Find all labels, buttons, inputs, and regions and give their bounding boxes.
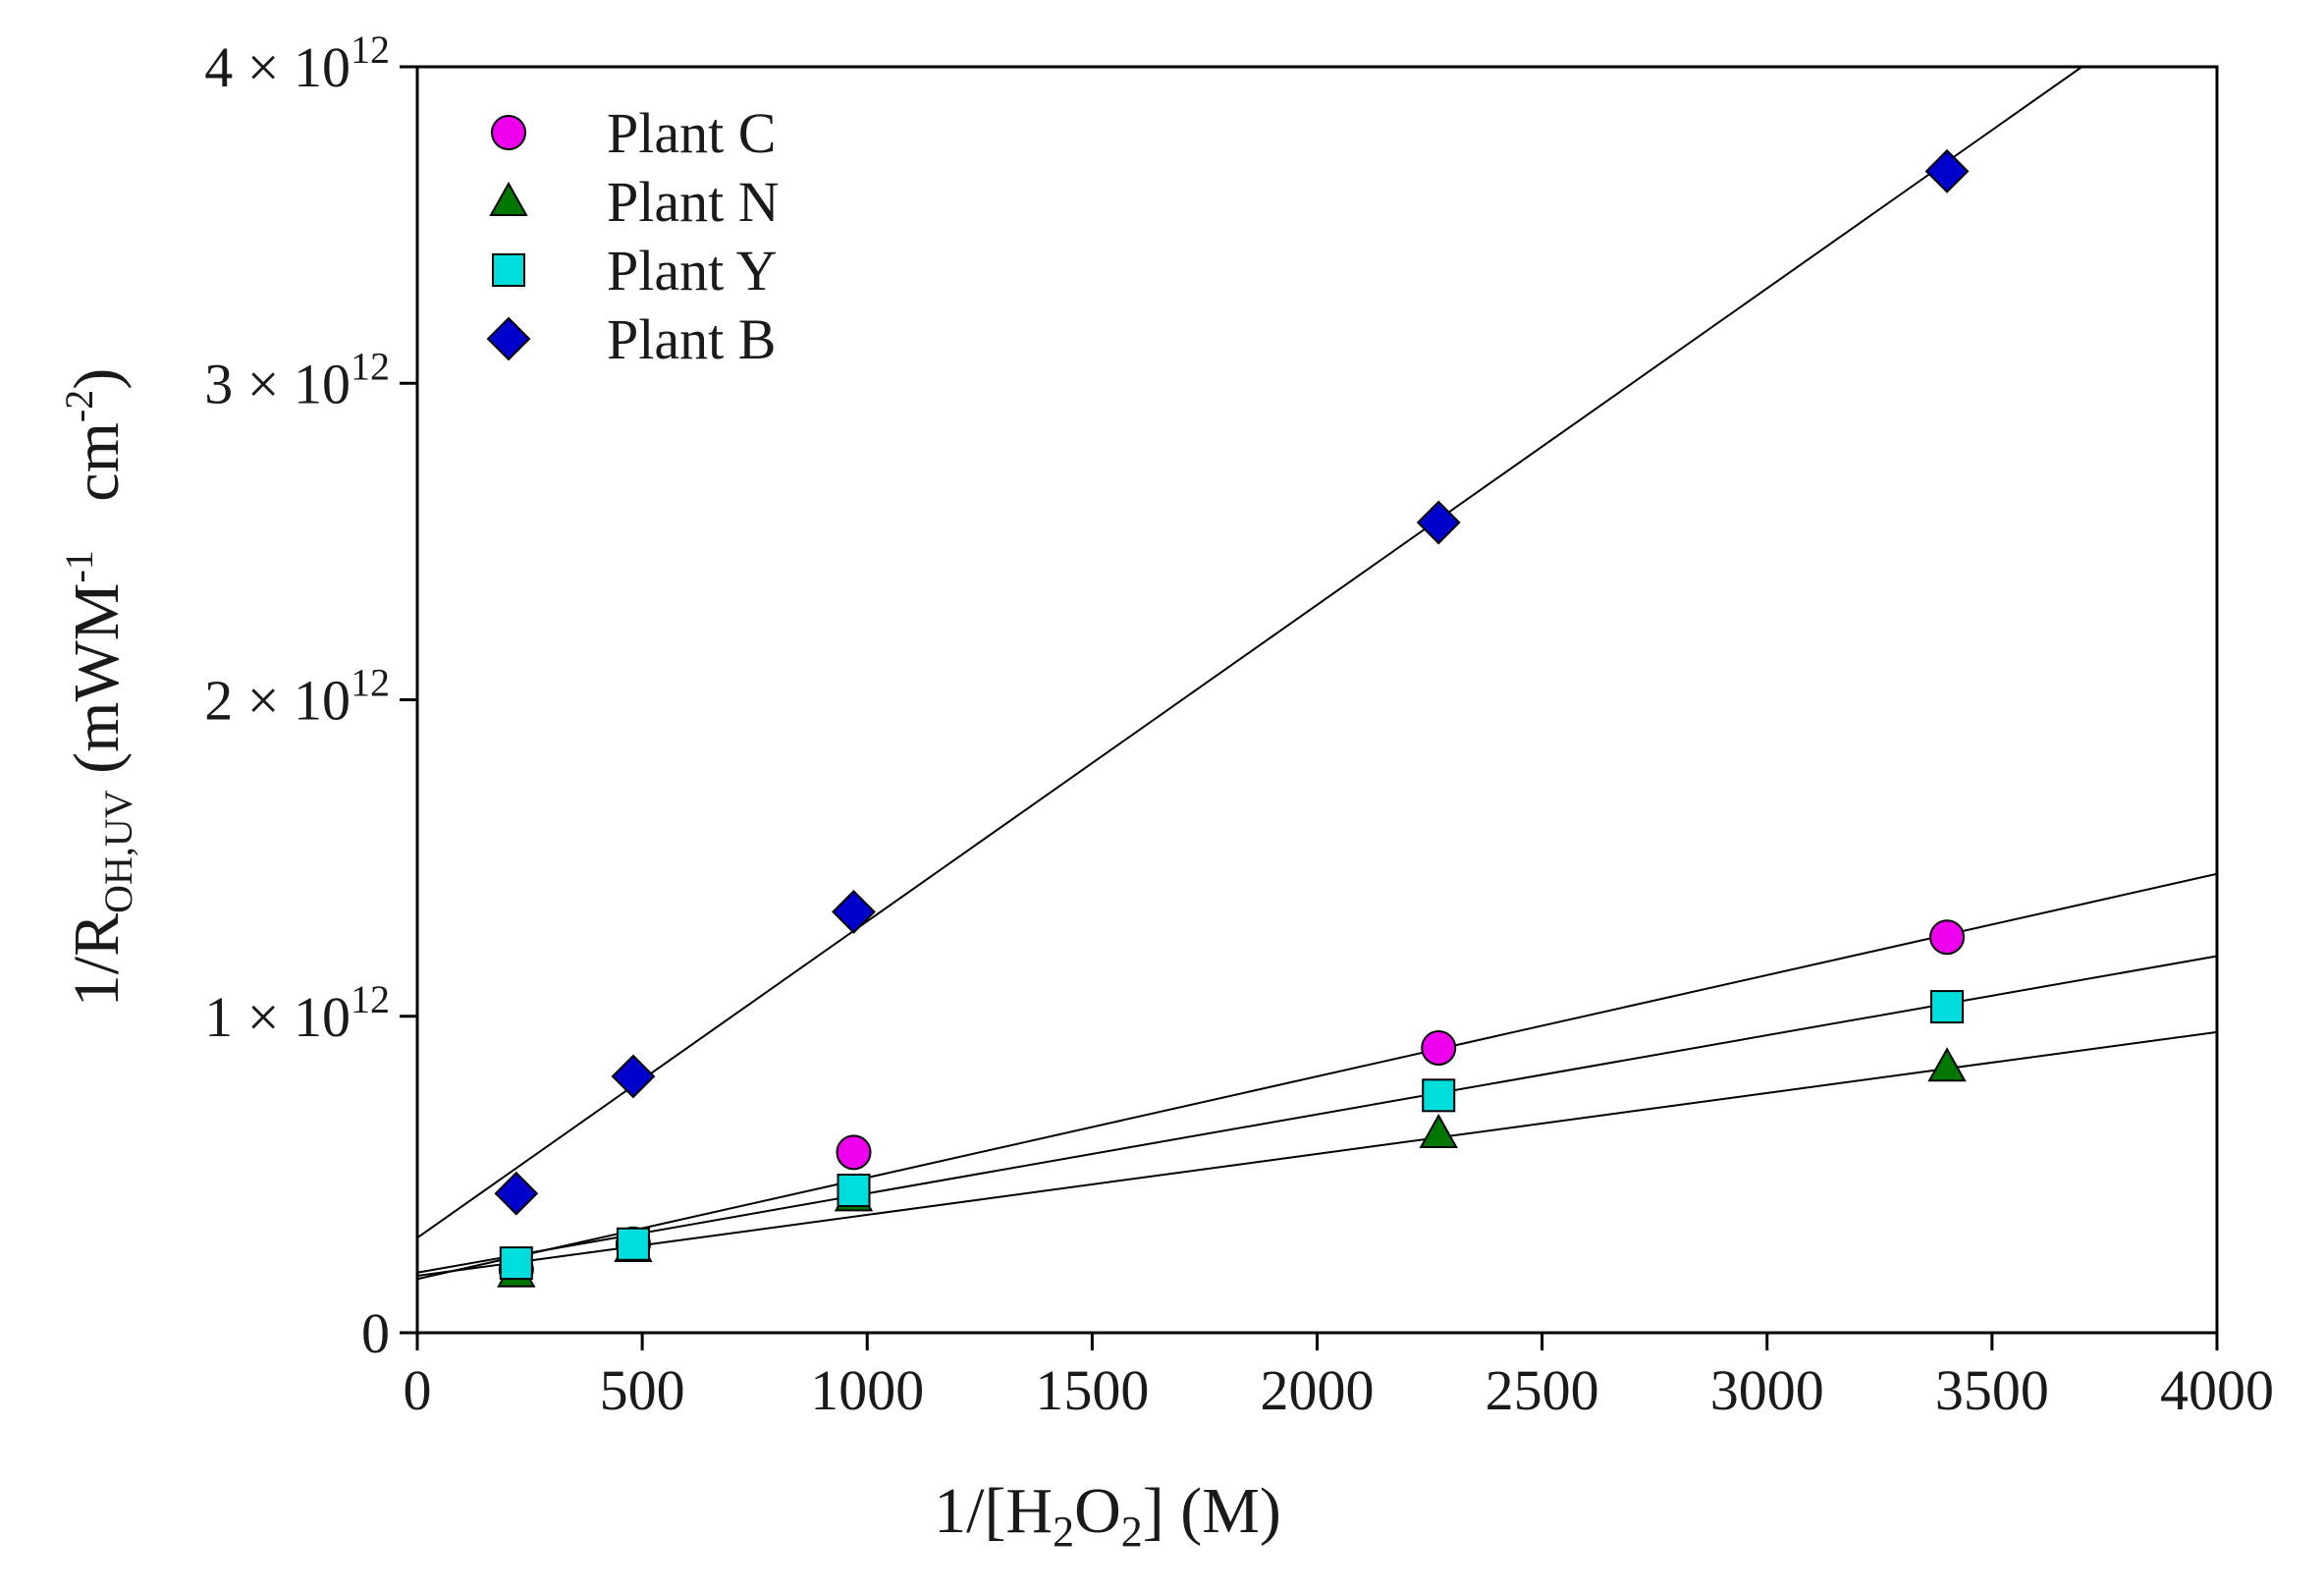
- x-axis-title: 1/[H2O2] (M): [934, 1475, 1281, 1556]
- fit-line-plant-b: [416, 66, 2083, 1239]
- x-axis-title-suffix: ] (M): [1143, 1475, 1281, 1547]
- legend-marker-plant-b: [486, 316, 531, 361]
- y-axis-title-mid: (mWM: [61, 583, 133, 791]
- x-axis-title-mid: O: [1074, 1475, 1121, 1547]
- fit-line-plant-c: [416, 872, 2218, 1281]
- y-tick-label-exponent: 12: [351, 977, 390, 1021]
- legend-label-plant-b: Plant B: [607, 307, 776, 371]
- x-tick-label: 3500: [1935, 1358, 2049, 1422]
- data-point-plant-y: [1422, 1078, 1456, 1113]
- data-point-plant-y: [837, 1173, 871, 1207]
- data-point-plant-b: [1416, 500, 1461, 545]
- y-tick-label-base: 0: [361, 1301, 390, 1365]
- x-tick-label: 1500: [1035, 1358, 1149, 1422]
- x-tick-label: 2500: [1486, 1358, 1599, 1422]
- x-tick-label: 1000: [810, 1358, 924, 1422]
- y-tick-label-exponent: 12: [351, 27, 390, 72]
- y-tick-label-exponent: 12: [351, 661, 390, 705]
- y-tick-label-base: 1 × 10: [204, 985, 351, 1049]
- fit-line-plant-n: [416, 1030, 2218, 1277]
- legend-marker-plant-n: [489, 181, 528, 216]
- fit-lines-layer: [416, 66, 2218, 1281]
- x-tick-label: 0: [404, 1358, 432, 1422]
- y-axis-title-sup1: -1: [57, 550, 101, 582]
- markers-layer: [494, 148, 1970, 1288]
- y-axis-title-suffix: ): [61, 368, 133, 390]
- legend-label-plant-c: Plant C: [607, 101, 776, 165]
- x-tick-label: 500: [600, 1358, 685, 1422]
- y-axis-title-sup2: -2: [57, 390, 101, 422]
- y-tick-label: 3 × 1012: [204, 344, 390, 415]
- legend-marker-plant-c: [491, 115, 526, 150]
- data-point-plant-c: [1929, 919, 1966, 956]
- y-tick-label: 4 × 1012: [204, 27, 390, 99]
- data-point-plant-b: [1924, 148, 1970, 193]
- y-tick-label-base: 4 × 10: [204, 35, 351, 99]
- fit-line-plant-y: [416, 955, 2218, 1274]
- data-point-plant-b: [494, 1171, 539, 1216]
- y-axis-title: 1/ROH,UV (mWM-1 cm-2): [57, 368, 140, 1007]
- data-point-plant-y: [616, 1227, 650, 1261]
- y-tick-label: 2 × 1012: [204, 661, 390, 733]
- data-point-plant-y: [1930, 990, 1965, 1024]
- x-tick-label: 4000: [2160, 1358, 2274, 1422]
- x-axis-title-sub1: 2: [1053, 1508, 1074, 1556]
- data-point-plant-b: [832, 889, 876, 934]
- data-point-plant-c: [836, 1134, 872, 1171]
- x-axis-title-sub2: 2: [1121, 1508, 1143, 1556]
- x-tick-label: 2000: [1261, 1358, 1375, 1422]
- legend-marker-plant-y: [492, 253, 525, 287]
- x-tick-label: 3000: [1710, 1358, 1824, 1422]
- y-axis-title-sub: OH,UV: [96, 790, 140, 913]
- legend-label-plant-n: Plant N: [607, 170, 780, 234]
- y-tick-label-base: 2 × 10: [204, 669, 351, 733]
- y-tick-label: 0: [361, 1301, 390, 1365]
- y-axis-title-gap: cm: [61, 422, 133, 550]
- y-tick-label-base: 3 × 10: [204, 352, 351, 415]
- data-point-plant-n: [1419, 1113, 1458, 1148]
- data-point-plant-y: [499, 1246, 533, 1281]
- legend-label-plant-y: Plant Y: [607, 239, 777, 302]
- x-axis-title-prefix: 1/[H: [934, 1475, 1053, 1547]
- y-axis-title-prefix: 1/R: [61, 913, 133, 1007]
- y-tick-label-exponent: 12: [351, 344, 390, 388]
- data-point-plant-c: [1421, 1029, 1457, 1066]
- data-point-plant-b: [611, 1054, 656, 1099]
- y-tick-label: 1 × 1012: [204, 977, 390, 1049]
- data-point-plant-n: [1927, 1047, 1967, 1082]
